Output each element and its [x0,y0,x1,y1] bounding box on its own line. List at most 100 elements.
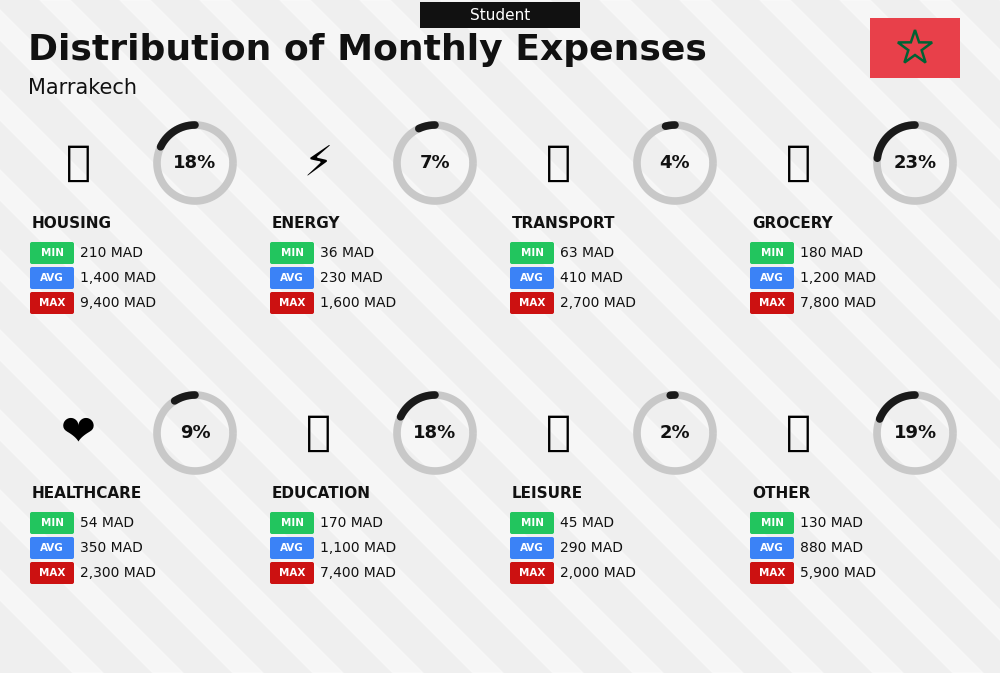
Text: 290 MAD: 290 MAD [560,541,623,555]
Text: 7,400 MAD: 7,400 MAD [320,566,396,580]
Text: AVG: AVG [520,273,544,283]
FancyBboxPatch shape [510,512,554,534]
Text: AVG: AVG [40,273,64,283]
FancyBboxPatch shape [510,292,554,314]
Text: OTHER: OTHER [752,485,810,501]
Text: 🏢: 🏢 [66,142,90,184]
FancyBboxPatch shape [270,562,314,584]
Text: 880 MAD: 880 MAD [800,541,863,555]
FancyBboxPatch shape [270,242,314,264]
Text: AVG: AVG [280,543,304,553]
FancyBboxPatch shape [270,292,314,314]
FancyBboxPatch shape [270,267,314,289]
Text: 🛒: 🛒 [786,142,810,184]
Text: MIN: MIN [280,248,304,258]
FancyBboxPatch shape [270,537,314,559]
Text: MAX: MAX [279,568,305,578]
FancyBboxPatch shape [750,537,794,559]
Text: LEISURE: LEISURE [512,485,583,501]
Text: HEALTHCARE: HEALTHCARE [32,485,142,501]
Text: MAX: MAX [519,568,545,578]
Text: 45 MAD: 45 MAD [560,516,614,530]
Text: 410 MAD: 410 MAD [560,271,623,285]
FancyBboxPatch shape [750,562,794,584]
FancyBboxPatch shape [30,292,74,314]
Text: 230 MAD: 230 MAD [320,271,383,285]
Text: 23%: 23% [893,154,937,172]
FancyBboxPatch shape [30,562,74,584]
Text: AVG: AVG [40,543,64,553]
Text: 1,400 MAD: 1,400 MAD [80,271,156,285]
Text: 210 MAD: 210 MAD [80,246,143,260]
Text: 7%: 7% [420,154,450,172]
Text: 7,800 MAD: 7,800 MAD [800,296,876,310]
Text: AVG: AVG [520,543,544,553]
Text: 63 MAD: 63 MAD [560,246,614,260]
Text: MIN: MIN [40,248,64,258]
FancyBboxPatch shape [510,267,554,289]
Text: AVG: AVG [760,543,784,553]
FancyBboxPatch shape [870,18,960,78]
Text: TRANSPORT: TRANSPORT [512,215,616,230]
Text: 1,100 MAD: 1,100 MAD [320,541,396,555]
FancyBboxPatch shape [510,537,554,559]
Text: 🎓: 🎓 [306,412,330,454]
Text: 54 MAD: 54 MAD [80,516,134,530]
Text: MIN: MIN [761,248,784,258]
Text: Distribution of Monthly Expenses: Distribution of Monthly Expenses [28,33,707,67]
Text: MIN: MIN [761,518,784,528]
FancyBboxPatch shape [270,512,314,534]
Text: MAX: MAX [39,298,65,308]
Text: 180 MAD: 180 MAD [800,246,863,260]
Text: 170 MAD: 170 MAD [320,516,383,530]
FancyBboxPatch shape [750,267,794,289]
Text: 9,400 MAD: 9,400 MAD [80,296,156,310]
Text: 1,200 MAD: 1,200 MAD [800,271,876,285]
Text: 5,900 MAD: 5,900 MAD [800,566,876,580]
FancyBboxPatch shape [30,512,74,534]
Text: Student: Student [470,7,530,22]
Text: MIN: MIN [40,518,64,528]
Text: 🛍️: 🛍️ [546,412,570,454]
FancyBboxPatch shape [750,242,794,264]
Text: 350 MAD: 350 MAD [80,541,143,555]
FancyBboxPatch shape [510,242,554,264]
Text: MAX: MAX [759,298,785,308]
Text: 18%: 18% [413,424,457,442]
FancyBboxPatch shape [750,512,794,534]
FancyBboxPatch shape [30,242,74,264]
Text: AVG: AVG [760,273,784,283]
Text: Marrakech: Marrakech [28,78,137,98]
Text: 1,600 MAD: 1,600 MAD [320,296,396,310]
Text: MAX: MAX [519,298,545,308]
FancyBboxPatch shape [420,2,580,28]
Text: MAX: MAX [759,568,785,578]
FancyBboxPatch shape [510,562,554,584]
Text: ❤️: ❤️ [61,412,95,454]
Text: AVG: AVG [280,273,304,283]
Text: MIN: MIN [520,518,544,528]
FancyBboxPatch shape [30,537,74,559]
Text: MAX: MAX [39,568,65,578]
Text: 2,700 MAD: 2,700 MAD [560,296,636,310]
Text: 2%: 2% [660,424,690,442]
FancyBboxPatch shape [30,267,74,289]
Text: ENERGY: ENERGY [272,215,340,230]
Text: 2,000 MAD: 2,000 MAD [560,566,636,580]
Text: MIN: MIN [520,248,544,258]
Text: 4%: 4% [660,154,690,172]
Text: 🚌: 🚌 [546,142,570,184]
Text: 36 MAD: 36 MAD [320,246,374,260]
Text: MAX: MAX [279,298,305,308]
Text: 19%: 19% [893,424,937,442]
Text: ⚡: ⚡ [303,142,333,184]
Text: EDUCATION: EDUCATION [272,485,371,501]
Text: 💰: 💰 [786,412,810,454]
Text: GROCERY: GROCERY [752,215,833,230]
Text: 2,300 MAD: 2,300 MAD [80,566,156,580]
Text: 130 MAD: 130 MAD [800,516,863,530]
Text: HOUSING: HOUSING [32,215,112,230]
FancyBboxPatch shape [750,292,794,314]
Text: 9%: 9% [180,424,210,442]
Text: MIN: MIN [280,518,304,528]
